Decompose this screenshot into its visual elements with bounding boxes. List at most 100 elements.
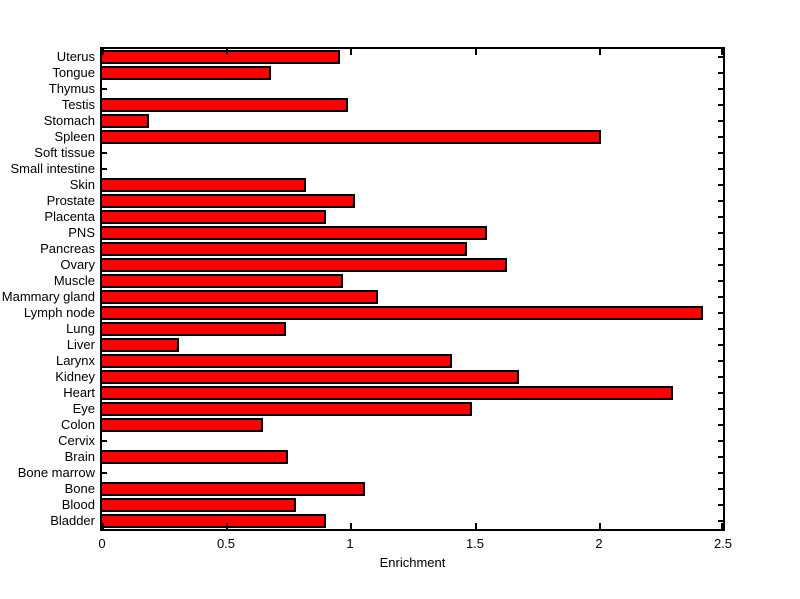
y-tick bbox=[718, 136, 723, 138]
bar bbox=[102, 98, 348, 112]
bar bbox=[102, 514, 326, 528]
x-tick-label: 0 bbox=[98, 536, 106, 551]
bar bbox=[102, 274, 343, 288]
bar bbox=[102, 402, 472, 416]
plot-area bbox=[100, 47, 725, 531]
category-label: Ovary bbox=[60, 257, 95, 272]
bar bbox=[102, 226, 487, 240]
x-tick bbox=[475, 523, 477, 529]
y-tick bbox=[718, 392, 723, 394]
y-tick bbox=[718, 248, 723, 250]
y-tick bbox=[718, 152, 723, 154]
category-label: Small intestine bbox=[10, 161, 95, 176]
category-label: Bone bbox=[64, 481, 95, 496]
y-tick bbox=[718, 56, 723, 58]
y-tick bbox=[718, 424, 723, 426]
y-tick bbox=[718, 504, 723, 506]
y-tick bbox=[102, 152, 107, 154]
x-tick bbox=[350, 523, 352, 529]
x-tick-label: 1 bbox=[346, 536, 354, 551]
category-label: Testis bbox=[61, 97, 95, 112]
y-tick bbox=[718, 456, 723, 458]
y-tick bbox=[718, 184, 723, 186]
bar bbox=[102, 418, 263, 432]
y-tick bbox=[718, 296, 723, 298]
category-label: Mammary gland bbox=[1, 289, 95, 304]
category-label: Larynx bbox=[55, 353, 95, 368]
x-tick-label: 2 bbox=[595, 536, 603, 551]
y-tick bbox=[718, 440, 723, 442]
category-label: Kidney bbox=[55, 369, 95, 384]
x-tick bbox=[350, 49, 352, 55]
x-tick bbox=[102, 523, 104, 529]
bar bbox=[102, 498, 296, 512]
bar bbox=[102, 210, 326, 224]
category-label: Lung bbox=[66, 321, 95, 336]
x-tick bbox=[599, 49, 601, 55]
x-tick-label: 1.5 bbox=[465, 536, 485, 551]
bar bbox=[102, 50, 340, 64]
category-label: Pancreas bbox=[40, 241, 95, 256]
x-tick bbox=[102, 49, 104, 55]
category-label: Stomach bbox=[43, 113, 95, 128]
x-tick bbox=[475, 49, 477, 55]
category-label: Blood bbox=[61, 497, 95, 512]
y-tick bbox=[718, 264, 723, 266]
bar bbox=[102, 370, 519, 384]
bar bbox=[102, 450, 288, 464]
y-tick bbox=[718, 200, 723, 202]
category-label: Skin bbox=[69, 177, 95, 192]
bar bbox=[102, 130, 601, 144]
bar bbox=[102, 178, 306, 192]
y-tick bbox=[718, 72, 723, 74]
x-tick bbox=[721, 49, 723, 55]
y-tick bbox=[718, 328, 723, 330]
category-label: Heart bbox=[63, 385, 95, 400]
bar bbox=[102, 66, 271, 80]
y-tick bbox=[718, 216, 723, 218]
category-label: Colon bbox=[61, 417, 95, 432]
bar bbox=[102, 322, 286, 336]
y-tick bbox=[718, 520, 723, 522]
category-label: Soft tissue bbox=[34, 145, 95, 160]
bar bbox=[102, 386, 673, 400]
category-label: Brain bbox=[64, 449, 95, 464]
category-label: Lymph node bbox=[23, 305, 95, 320]
y-tick bbox=[718, 488, 723, 490]
y-tick bbox=[102, 440, 107, 442]
category-label: Eye bbox=[72, 401, 95, 416]
category-label: Placenta bbox=[44, 209, 95, 224]
y-tick bbox=[718, 344, 723, 346]
y-tick bbox=[718, 360, 723, 362]
x-tick bbox=[721, 523, 723, 529]
bar bbox=[102, 114, 149, 128]
bar bbox=[102, 306, 703, 320]
category-label: Muscle bbox=[53, 273, 95, 288]
x-tick bbox=[226, 523, 228, 529]
category-label: Cervix bbox=[58, 433, 95, 448]
x-tick bbox=[599, 523, 601, 529]
bar bbox=[102, 242, 467, 256]
bar bbox=[102, 354, 452, 368]
category-label: Prostate bbox=[46, 193, 95, 208]
x-tick bbox=[226, 49, 228, 55]
x-tick-label: 2.5 bbox=[713, 536, 733, 551]
y-tick bbox=[718, 168, 723, 170]
category-label: Bladder bbox=[50, 513, 95, 528]
x-axis-label: Enrichment bbox=[379, 555, 446, 570]
x-tick-label: 0.5 bbox=[216, 536, 236, 551]
category-label: PNS bbox=[68, 225, 95, 240]
category-label: Spleen bbox=[54, 129, 95, 144]
y-tick bbox=[102, 168, 107, 170]
y-tick bbox=[718, 88, 723, 90]
bar bbox=[102, 338, 179, 352]
y-tick bbox=[718, 232, 723, 234]
bar bbox=[102, 194, 355, 208]
y-tick bbox=[718, 104, 723, 106]
category-label: Liver bbox=[66, 337, 95, 352]
bar bbox=[102, 482, 365, 496]
y-tick bbox=[718, 120, 723, 122]
category-label: Uterus bbox=[56, 49, 95, 64]
y-tick bbox=[102, 88, 107, 90]
